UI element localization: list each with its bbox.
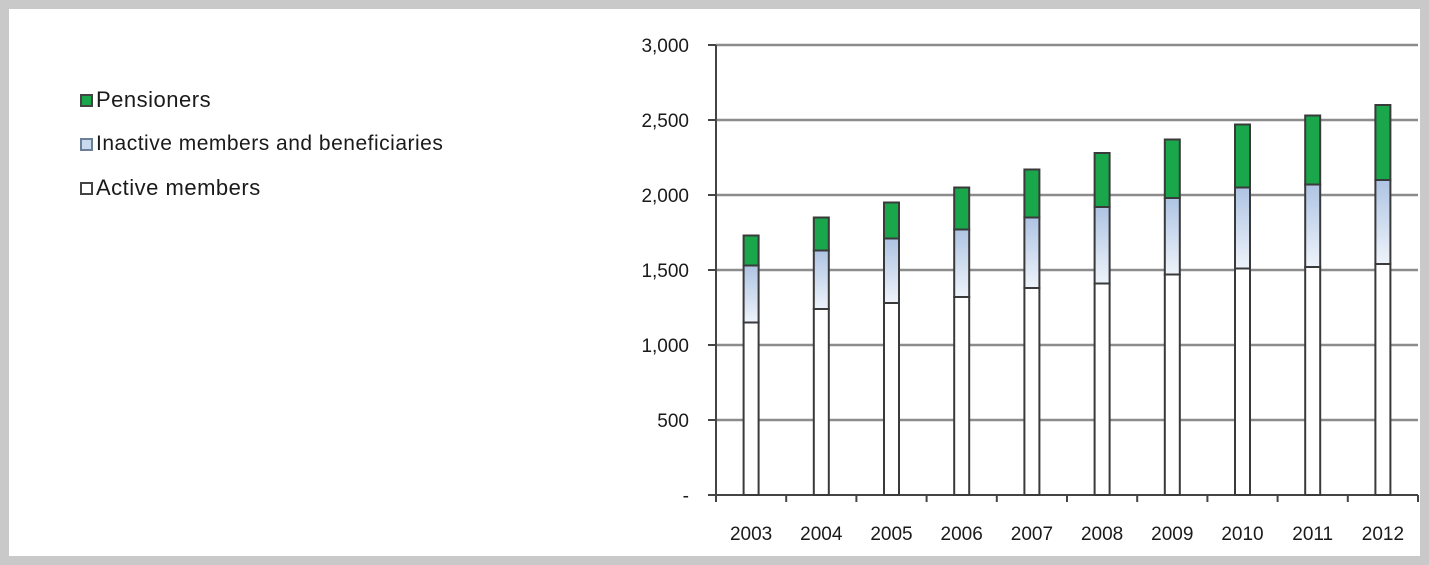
bar-active-2012: [1374, 263, 1392, 496]
legend-swatch-inactive: [80, 137, 93, 151]
legend-item-active: Active members: [80, 166, 443, 210]
bar-pensioners-2004: [812, 216, 830, 252]
bar-inactive-2005: [883, 237, 900, 304]
y-tick-label: 3,000: [641, 36, 689, 57]
bar-inactive-2004: [812, 249, 830, 310]
bar-active-2003: [742, 321, 760, 496]
bar-pensioners-2012: [1374, 104, 1392, 181]
bar-inactive-2010: [1234, 186, 1251, 270]
x-tick-label: 2006: [941, 524, 983, 545]
x-tick-label: 2003: [730, 524, 772, 545]
legend: Pensioners Inactive members and benefici…: [80, 78, 443, 210]
legend-label-inactive: Inactive members and beneficiaries: [96, 132, 444, 155]
y-tick-label: 2,000: [641, 186, 689, 207]
bar-pensioners-2006: [953, 186, 971, 231]
bar-active-2007: [1023, 287, 1041, 496]
bar-pensioners-2003: [742, 234, 760, 267]
legend-swatch-active: [80, 181, 93, 195]
y-tick-label: 2,500: [641, 111, 689, 132]
x-tick-label: 2011: [1292, 524, 1333, 545]
y-tick-label: 500: [657, 411, 689, 432]
bar-inactive-2012: [1374, 179, 1392, 265]
bar-active-2005: [883, 302, 900, 496]
x-tick-label: 2004: [800, 524, 843, 545]
bar-inactive-2008: [1093, 206, 1111, 285]
bar-inactive-2009: [1163, 197, 1181, 276]
x-tick-label: 2012: [1362, 524, 1404, 545]
bar-active-2008: [1093, 282, 1111, 496]
legend-item-pensioners: Pensioners: [80, 78, 443, 122]
bar-pensioners-2010: [1234, 123, 1251, 189]
y-tick-label: 1,500: [641, 261, 689, 282]
bar-active-2011: [1304, 266, 1322, 496]
x-tick-label: 2009: [1151, 524, 1193, 545]
y-tick-label: -: [683, 486, 689, 507]
bar-inactive-2011: [1304, 183, 1322, 268]
y-tick-label: 1,000: [641, 336, 689, 357]
bar-pensioners-2011: [1304, 114, 1322, 186]
legend-item-inactive: Inactive members and beneficiaries: [80, 122, 443, 166]
x-tick-label: 2005: [870, 524, 912, 545]
bar-inactive-2007: [1023, 216, 1041, 289]
legend-label-active: Active members: [96, 175, 261, 200]
x-tick-label: 2008: [1081, 524, 1123, 545]
bar-active-2010: [1234, 267, 1251, 496]
bar-pensioners-2005: [883, 201, 900, 240]
legend-swatch-pensioners: [80, 93, 93, 107]
bar-active-2006: [953, 296, 971, 496]
x-tick-label: 2010: [1221, 524, 1263, 545]
x-tick-label: 2007: [1011, 524, 1053, 545]
bar-pensioners-2007: [1023, 168, 1041, 219]
bar-pensioners-2008: [1093, 152, 1111, 208]
bar-active-2009: [1163, 273, 1181, 496]
bar-inactive-2006: [953, 228, 971, 298]
bar-pensioners-2009: [1163, 138, 1181, 199]
bar-active-2004: [812, 308, 830, 496]
legend-label-pensioners: Pensioners: [96, 87, 212, 112]
bar-inactive-2003: [742, 264, 760, 324]
